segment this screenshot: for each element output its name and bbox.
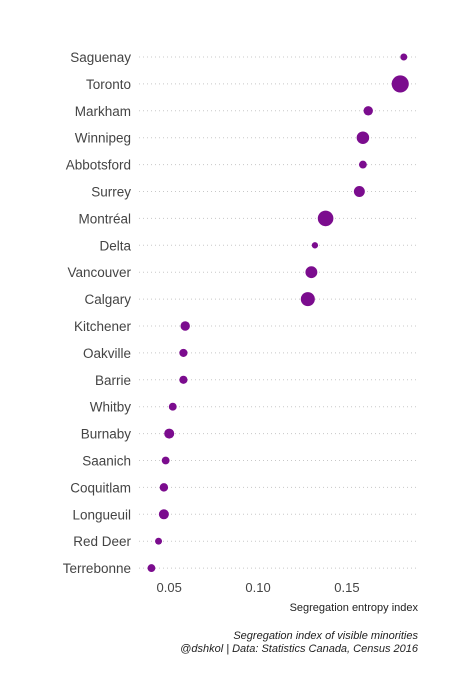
point-surrey [353, 186, 365, 197]
point-saguenay [400, 53, 408, 61]
city-label-kitchener: Kitchener [74, 319, 132, 334]
point-calgary [300, 292, 315, 307]
point-vancouver [305, 266, 318, 279]
city-label-abbotsford: Abbotsford [66, 158, 131, 173]
point-barrie [179, 375, 188, 384]
point-longueuil [158, 509, 169, 520]
point-delta [311, 242, 319, 249]
caption-line-2: @dshkol | Data: Statistics Canada, Censu… [180, 643, 419, 655]
city-label-terrebonne: Terrebonne [63, 561, 131, 576]
point-toronto [391, 75, 409, 93]
city-label-saanich: Saanich [82, 454, 131, 469]
city-label-toronto: Toronto [86, 77, 131, 92]
x-tick-label-1: 0.10 [245, 580, 270, 595]
point-abbotsford [358, 160, 367, 169]
city-label-longueuil: Longueuil [72, 507, 131, 522]
point-whitby [168, 402, 177, 411]
point-burnaby [164, 428, 175, 439]
data-points [147, 53, 409, 573]
city-label-vancouver: Vancouver [67, 265, 131, 280]
city-label-saguenay: Saguenay [70, 50, 131, 65]
x-axis-title: Segregation entropy index [290, 602, 419, 614]
point-oakville [179, 348, 188, 357]
city-label-burnaby: Burnaby [81, 427, 132, 442]
city-label-surrey: Surrey [91, 185, 131, 200]
city-labels: Saguenay Toronto Markham Winnipeg Abbotsford… [63, 50, 132, 576]
city-label-delta: Delta [99, 238, 131, 253]
point-coquitlam [159, 483, 169, 492]
point-saanich [161, 456, 170, 465]
city-label-whitby: Whitby [90, 400, 132, 415]
city-label-markham: Markham [75, 104, 131, 119]
city-label-winnipeg: Winnipeg [75, 131, 131, 146]
x-tick-label-2: 0.15 [334, 580, 359, 595]
point-terrebonne [147, 564, 156, 573]
point-montreal [317, 210, 334, 227]
city-label-calgary: Calgary [84, 292, 131, 307]
point-red-deer [155, 537, 163, 545]
gridlines [139, 56, 418, 569]
x-tick-label-0: 0.05 [157, 580, 182, 595]
point-markham [363, 106, 373, 116]
point-winnipeg [356, 131, 370, 144]
city-label-montreal: Montréal [78, 211, 131, 226]
city-label-red-deer: Red Deer [73, 534, 131, 549]
city-label-coquitlam: Coquitlam [70, 480, 131, 495]
x-axis-ticks: 0.05 0.10 0.15 [157, 580, 360, 595]
caption-line-1: Segregation index of visible minorities [233, 630, 418, 642]
city-label-barrie: Barrie [95, 373, 131, 388]
point-kitchener [180, 321, 190, 331]
city-label-oakville: Oakville [83, 346, 131, 361]
